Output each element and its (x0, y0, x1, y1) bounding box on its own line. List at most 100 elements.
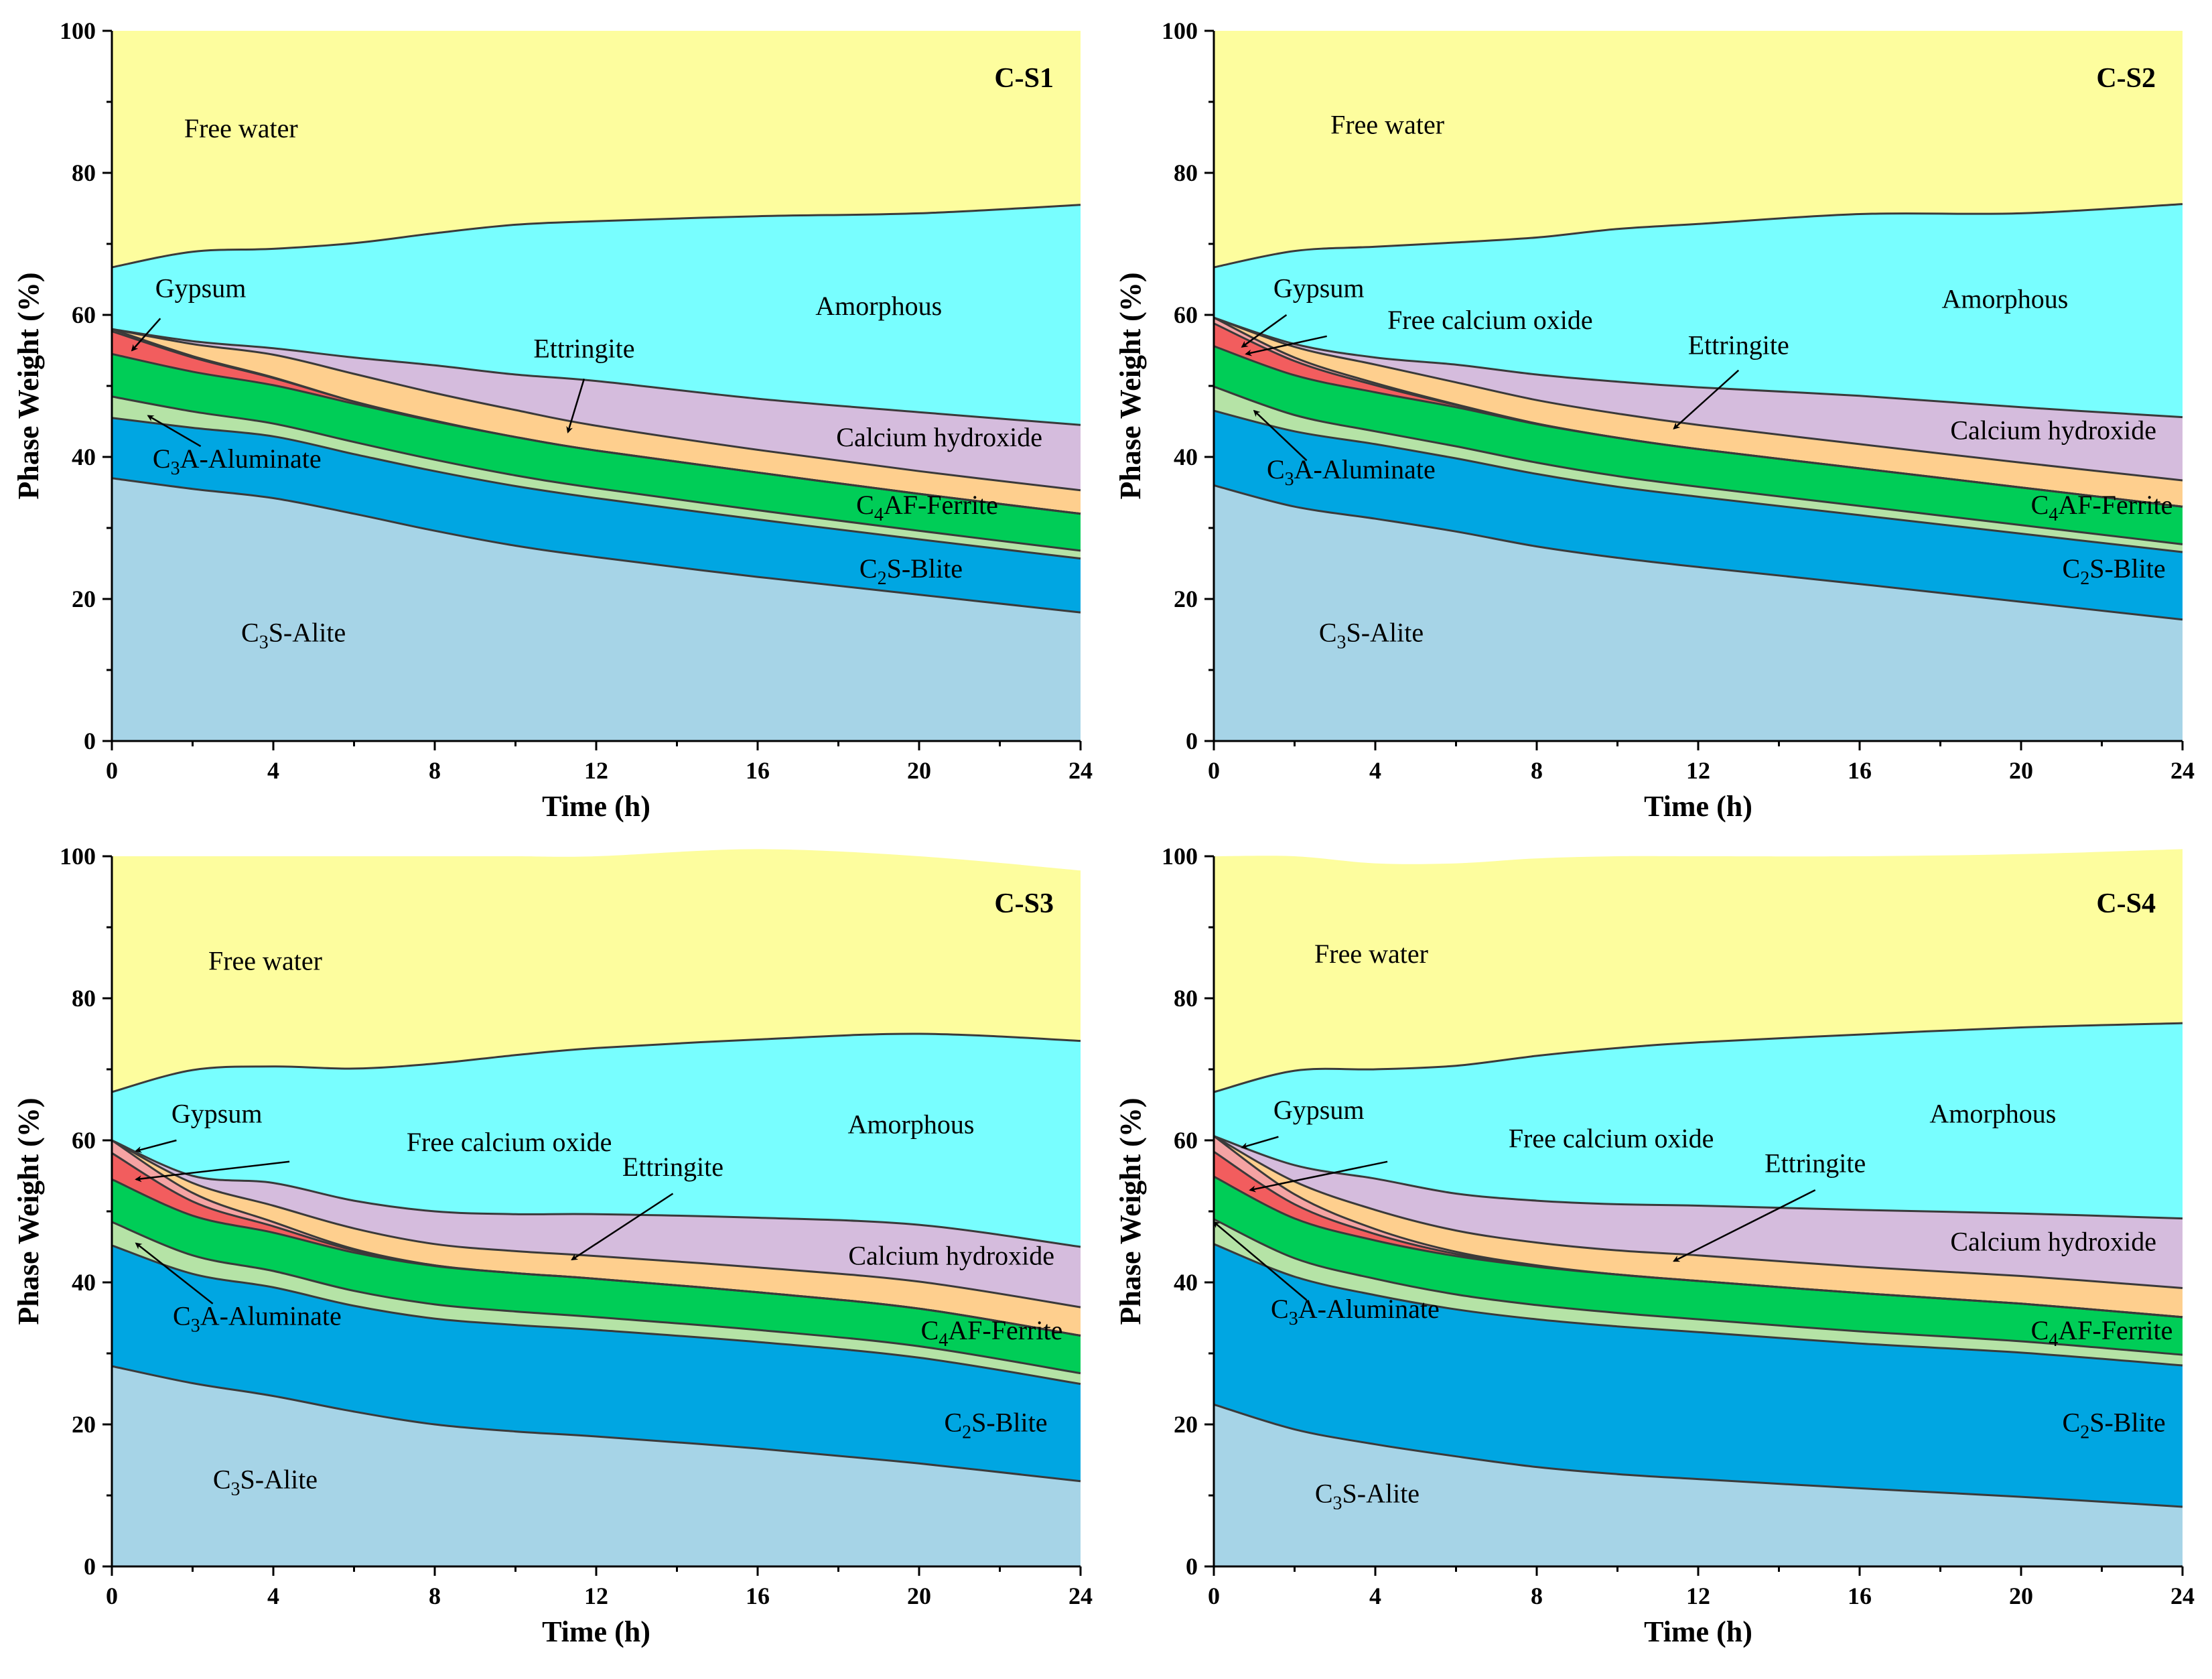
label-free-water: Free water (184, 113, 298, 143)
label-amorphous: Amorphous (815, 291, 942, 321)
label-c2s-blite: C2S-Blite (2063, 1408, 2166, 1443)
arrow-fco (1245, 335, 1327, 356)
x-tick-label: 0 (106, 757, 118, 784)
label-ettringite: Ettringite (1688, 330, 1789, 360)
boundary-line (111, 328, 1081, 492)
area-c2s-blite (112, 1245, 1081, 1481)
panel-c-s1: 0 20 40 60 80 100 0 4 8 12 16 20 24 Time (h) Phase Wei… (12, 17, 1093, 823)
area-c3s-alite (112, 1366, 1081, 1566)
boundary-line (111, 1139, 1081, 1337)
y-tick-label: 20 (1174, 586, 1198, 612)
y-tick-label: 60 (72, 301, 96, 328)
boundary-line (1213, 1403, 2183, 1508)
boundary-line (1213, 1243, 2183, 1367)
x-tick-label: 12 (584, 757, 608, 784)
boundary-line (1213, 316, 2183, 419)
label-calcium-hydroxide: Calcium hydroxide (836, 422, 1042, 452)
label-ettringite: Ettringite (622, 1152, 723, 1182)
boundary-line (1213, 1135, 2183, 1220)
boundary-line (111, 1032, 1081, 1093)
y-tick-label: 60 (72, 1127, 96, 1154)
boundary-line (111, 328, 1081, 515)
boundary-line (111, 1365, 1081, 1483)
label-c4af-ferrite: C4AF-Ferrite (921, 1315, 1063, 1351)
x-tick-label: 12 (1686, 1583, 1710, 1609)
label-c4af-ferrite: C4AF-Ferrite (2031, 1315, 2173, 1351)
y-tick-label: 40 (72, 1269, 96, 1296)
area-c4af-ferrite (112, 1179, 1081, 1373)
label-amorphous: Amorphous (1929, 1099, 2056, 1129)
label-free-water: Free water (208, 946, 322, 976)
area-c3s-alite (112, 478, 1081, 741)
y-tick-label: 60 (1174, 301, 1198, 328)
area-c4af-ferrite (1214, 1177, 2183, 1355)
area-amorphous (112, 204, 1081, 425)
area-calcium-hydroxide (112, 1140, 1081, 1308)
x-tick-label: 20 (907, 1583, 931, 1609)
panel-c-s4: 0 20 40 60 80 100 0 4 8 12 16 20 24 Time (h) Phase Wei… (1114, 843, 2195, 1648)
x-tick-label: 16 (746, 757, 770, 784)
label-c3s-alite: C3S-Alite (1315, 1479, 1420, 1514)
x-tick-label: 20 (2009, 757, 2033, 784)
x-axis-title: Time (h) (542, 790, 650, 823)
arrow-fco (135, 1160, 290, 1183)
panel-title: C-S4 (2096, 888, 2156, 919)
area-free-water (112, 31, 1081, 267)
x-tick-label: 24 (2170, 1583, 2195, 1609)
area-calcium-hydroxide (1214, 318, 2183, 480)
boundary-line (1213, 385, 2183, 545)
label-c3s-alite: C3S-Alite (1319, 618, 1424, 653)
x-tick-label: 0 (1208, 1583, 1220, 1609)
label-free-water: Free water (1314, 939, 1428, 969)
area-c2s-blite (1214, 411, 2183, 620)
y-tick-label: 80 (1174, 159, 1198, 186)
boundary-line (111, 1244, 1081, 1386)
y-axis-title: Phase Weight (%) (1114, 273, 1147, 500)
arrow-aluminate (1213, 1221, 1308, 1301)
x-tick-label: 24 (1068, 1583, 1093, 1609)
x-tick-label: 16 (746, 1583, 770, 1609)
x-tick-label: 16 (1848, 1583, 1872, 1609)
label-amorphous: Amorphous (848, 1109, 975, 1139)
y-tick-label: 100 (60, 843, 96, 870)
label-gypsum: Gypsum (1273, 1095, 1365, 1125)
label-free-calcium-oxide: Free calcium oxide (1387, 305, 1593, 335)
label-gypsum: Gypsum (171, 1099, 263, 1129)
x-tick-label: 4 (267, 757, 279, 784)
area-free-water (1214, 849, 2183, 1092)
y-tick-label: 60 (1174, 1127, 1198, 1154)
arrow-ettringite (566, 379, 585, 433)
x-tick-label: 4 (1369, 757, 1381, 784)
area-c2s-blite (112, 417, 1081, 613)
label-calcium-hydroxide: Calcium hydroxide (1950, 415, 2156, 446)
y-tick-label: 0 (84, 1553, 96, 1580)
y-axis-title: Phase Weight (%) (1114, 1098, 1147, 1325)
x-tick-label: 4 (267, 1583, 279, 1609)
boundary-line (1213, 1135, 2183, 1289)
boundary-line (111, 395, 1081, 552)
arrow-aluminate (135, 1242, 214, 1304)
label-ettringite: Ettringite (1765, 1148, 1866, 1179)
x-axis-title: Time (h) (542, 1615, 650, 1648)
x-axis-title: Time (h) (1644, 790, 1752, 823)
area-amorphous (1214, 1023, 2183, 1219)
label-c2s-blite: C2S-Blite (2063, 553, 2166, 589)
x-tick-label: 8 (429, 1583, 441, 1609)
label-gypsum: Gypsum (155, 273, 247, 304)
area-c3s-alite (1214, 485, 2183, 741)
x-tick-label: 20 (2009, 1583, 2033, 1609)
label-free-calcium-oxide: Free calcium oxide (407, 1127, 612, 1157)
y-tick-label: 100 (1162, 843, 1198, 870)
area-calcium-hydroxide (112, 329, 1081, 490)
arrow-ettringite (1673, 1189, 1816, 1262)
x-tick-label: 0 (1208, 757, 1220, 784)
y-tick-label: 0 (1186, 728, 1198, 754)
boundary-line (111, 328, 1081, 426)
area-c4af-ferrite (112, 354, 1081, 551)
x-tick-label: 20 (907, 757, 931, 784)
x-tick-label: 12 (1686, 757, 1710, 784)
area-c3a-aluminate (1214, 387, 2183, 552)
arrow-ettringite (1673, 369, 1740, 429)
panel-title: C-S2 (2096, 63, 2156, 94)
